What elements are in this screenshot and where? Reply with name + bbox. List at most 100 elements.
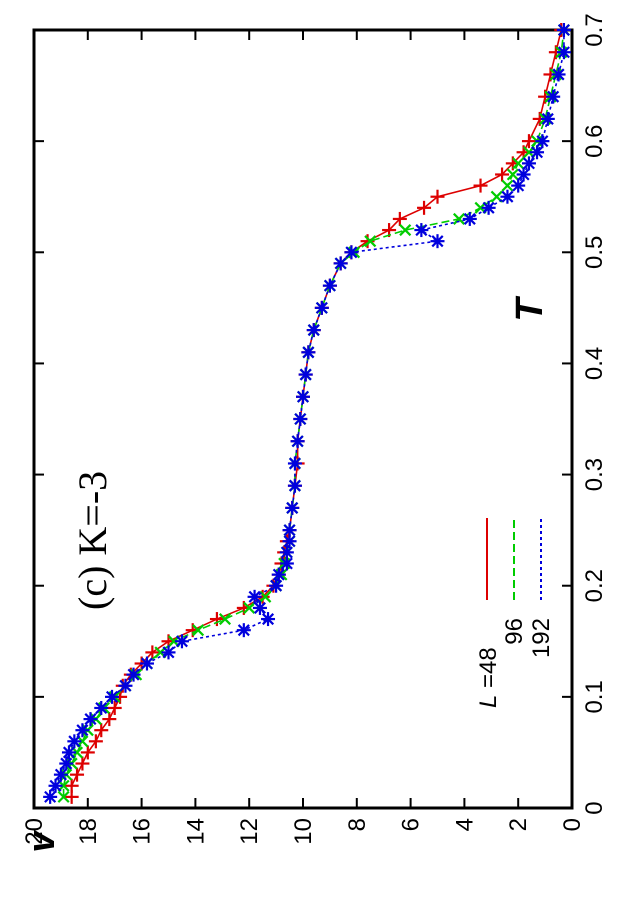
data-point (322, 278, 337, 293)
x-tick-label: 0.1 (581, 680, 608, 713)
y-tick-label: 20 (21, 818, 48, 845)
x-axis-title: T (509, 296, 551, 322)
data-point (530, 145, 545, 160)
data-point (107, 700, 122, 715)
data-point (236, 623, 251, 638)
data-point (333, 256, 348, 271)
data-point (414, 223, 429, 238)
data-point (70, 767, 85, 782)
data-point (417, 200, 432, 215)
data-point (259, 590, 272, 603)
data-point (556, 45, 571, 60)
y-tick-label: 16 (129, 818, 156, 845)
data-point (546, 89, 561, 104)
data-point (500, 189, 515, 204)
data-point (105, 689, 120, 704)
data-point (452, 212, 466, 225)
data-point (174, 634, 189, 649)
data-point (57, 790, 70, 803)
data-point (285, 500, 300, 515)
tick-labels: 0 0.1 0.2 0.3 0.4 0.5 0.6 0.7 0 2 4 6 8 10 12 14 16 18 20 (21, 13, 608, 844)
data-point (243, 601, 256, 614)
data-point (48, 778, 63, 793)
data-point (314, 300, 329, 315)
data-point (521, 156, 536, 171)
legend-label-192: 192 (528, 618, 555, 658)
data-point (279, 545, 294, 560)
y-tick-label: 12 (236, 818, 263, 845)
data-point (512, 157, 525, 170)
data-point (145, 645, 160, 660)
data-point (399, 224, 412, 237)
data-point (67, 734, 82, 749)
x-tick-label: 0.6 (581, 124, 608, 157)
data-point (64, 778, 79, 793)
data-point (293, 412, 308, 426)
data-point (53, 767, 68, 782)
data-point (102, 712, 117, 727)
x-tick-label: 0.4 (581, 347, 608, 380)
data-point (139, 656, 154, 671)
y-tick-label: 6 (398, 818, 425, 831)
data-point (75, 756, 90, 771)
data-point (430, 234, 445, 249)
data-point (80, 745, 95, 760)
data-point (161, 645, 176, 660)
x-tick-label: 0.3 (581, 458, 608, 491)
data-point (430, 189, 445, 204)
data-point (473, 178, 488, 193)
data-point (535, 134, 550, 149)
data-point (247, 589, 262, 604)
data-point (192, 624, 205, 637)
legend: L =48 96 192 (475, 518, 555, 708)
data-point (344, 245, 359, 260)
y-tick-label: 10 (290, 818, 317, 845)
data-point (209, 612, 224, 627)
data-point (252, 600, 267, 615)
y-tick-label: 2 (505, 818, 532, 831)
data-point (301, 345, 316, 360)
x-tick-label: 0.7 (581, 13, 608, 46)
data-point (83, 712, 98, 727)
data-point (271, 567, 286, 582)
data-point (462, 211, 477, 226)
panel-annotation: (c) K=-3 (70, 471, 115, 610)
data-point (551, 67, 566, 82)
data-point (392, 211, 407, 226)
y-tick-label: 8 (344, 818, 371, 831)
data-point (290, 434, 305, 449)
data-point (61, 745, 76, 760)
data-point (269, 578, 284, 593)
data-point (282, 523, 297, 538)
y-tick-label: 4 (451, 818, 478, 831)
data-point (75, 723, 90, 738)
data-point (118, 678, 133, 693)
legend-label-96: 96 (501, 618, 528, 645)
x-tick-label: 0 (581, 801, 608, 814)
data-point (506, 168, 519, 181)
data-point (59, 756, 74, 771)
data-point (481, 200, 496, 215)
series-L192 (43, 23, 571, 804)
data-point (287, 478, 302, 493)
y-axis-title: v (21, 830, 63, 853)
y-tick-label: 14 (182, 818, 209, 845)
data-point (218, 613, 232, 626)
legend-title: L (475, 695, 502, 708)
data-point (94, 723, 109, 738)
data-point (501, 179, 514, 192)
data-point (364, 235, 377, 248)
data-point (88, 734, 103, 749)
data-point (495, 167, 510, 182)
tick-marks (33, 29, 573, 809)
data-point (261, 612, 276, 627)
data-point (516, 167, 531, 182)
data-point (126, 667, 141, 682)
data-point (296, 389, 310, 404)
data-point (306, 323, 321, 338)
series-group (43, 23, 571, 804)
data-point (540, 111, 555, 126)
data-point (298, 367, 313, 382)
